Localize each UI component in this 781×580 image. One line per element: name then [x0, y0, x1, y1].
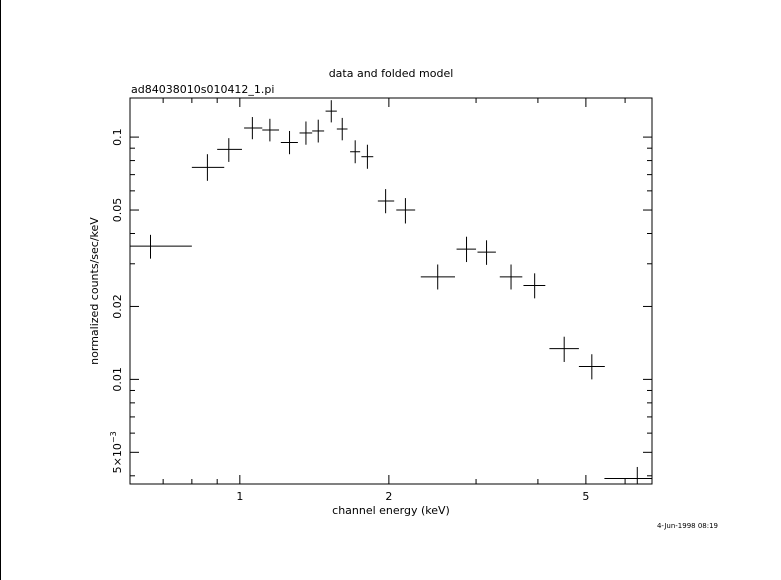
data-point — [477, 240, 496, 265]
y-tick-label: 0.05 — [111, 198, 124, 223]
plot-frame — [129, 97, 653, 485]
data-point — [325, 100, 337, 123]
x-tick-label: 5 — [582, 490, 589, 503]
data-point — [130, 234, 192, 259]
data-point — [549, 336, 579, 362]
data-point — [299, 121, 313, 145]
data-point — [523, 273, 546, 299]
data-point — [377, 189, 395, 214]
data-point — [396, 198, 416, 224]
page-left-border — [0, 0, 1, 580]
timestamp: 4-Jun-1998 08:19 — [657, 522, 718, 530]
y-axis-label: normalized counts/sec/keV — [88, 217, 101, 365]
data-point — [262, 118, 280, 142]
data-point — [456, 236, 477, 263]
x-axis-ticks: 1 2 5 — [129, 98, 626, 503]
data-points — [130, 100, 652, 484]
data-point — [280, 130, 298, 155]
x-axis-label: channel energy (keV) — [332, 504, 450, 517]
x-tick-label: 2 — [385, 490, 392, 503]
data-point — [191, 154, 225, 181]
data-point — [244, 117, 263, 140]
y-tick-label: 0.1 — [111, 128, 124, 146]
data-point — [312, 119, 325, 143]
y-tick-label: 0.02 — [111, 294, 124, 319]
y-tick-label: 5×10−3 — [109, 431, 124, 473]
data-point — [217, 138, 242, 162]
data-point — [350, 140, 361, 164]
chart-subtitle: ad84038010s010412_1.pi — [131, 83, 274, 96]
data-point — [336, 117, 348, 141]
x-tick-label: 1 — [236, 490, 243, 503]
data-point — [604, 466, 652, 484]
data-point — [420, 264, 455, 290]
data-point — [578, 354, 605, 380]
chart-title: data and folded model — [329, 67, 454, 80]
y-axis-ticks: 0.1 0.05 0.02 0.01 5×10−3 — [109, 128, 652, 477]
y-tick-label: 0.01 — [111, 367, 124, 392]
data-point — [499, 264, 523, 290]
data-point — [361, 144, 374, 169]
